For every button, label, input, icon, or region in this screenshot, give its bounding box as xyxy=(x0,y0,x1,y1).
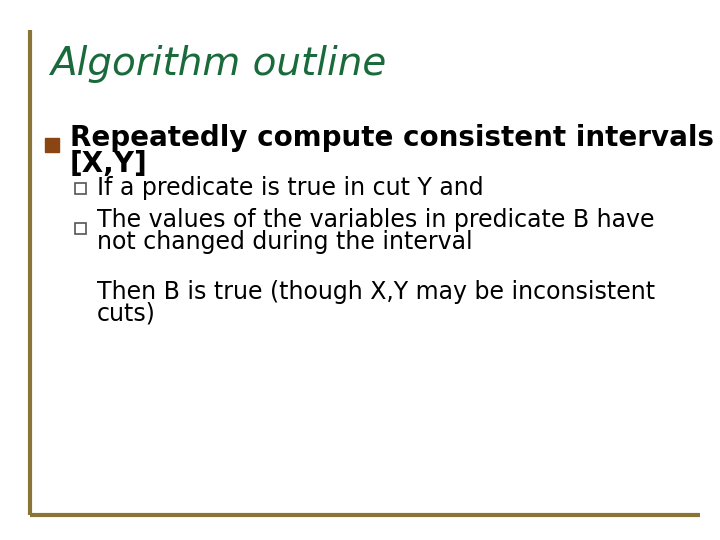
Bar xyxy=(45,138,59,152)
Text: not changed during the interval: not changed during the interval xyxy=(97,230,472,254)
Text: If a predicate is true in cut Y and: If a predicate is true in cut Y and xyxy=(97,176,484,200)
Bar xyxy=(75,183,86,194)
Bar xyxy=(75,223,86,234)
Text: The values of the variables in predicate B have: The values of the variables in predicate… xyxy=(97,208,654,232)
Text: Repeatedly compute consistent intervals: Repeatedly compute consistent intervals xyxy=(70,124,714,152)
Text: Algorithm outline: Algorithm outline xyxy=(50,45,386,83)
Text: Then B is true (though X,Y may be inconsistent: Then B is true (though X,Y may be incons… xyxy=(97,280,655,304)
Text: [X,Y]: [X,Y] xyxy=(70,150,148,178)
Text: cuts): cuts) xyxy=(97,302,156,326)
